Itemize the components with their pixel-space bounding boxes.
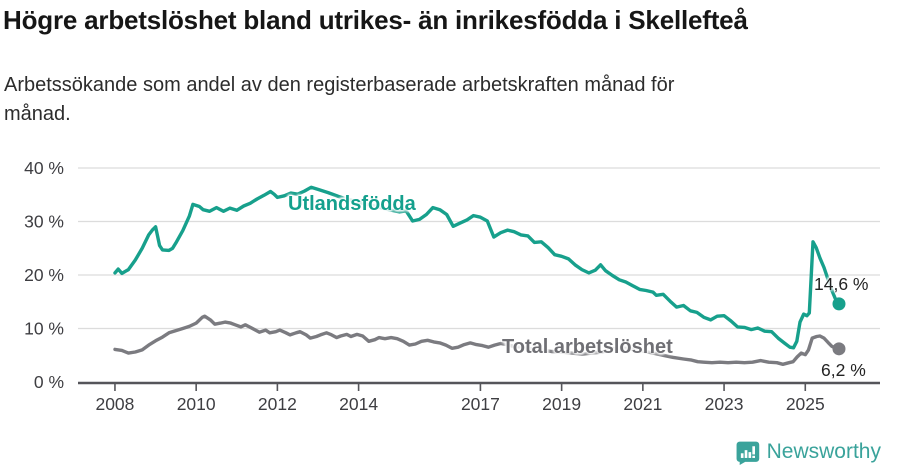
x-axis-tick-label: 2017 [461, 394, 500, 414]
x-axis-tick-label: 2023 [705, 394, 744, 414]
y-axis-tick-label: 40 % [24, 158, 64, 178]
end-value-label-total: 6,2 % [821, 360, 866, 380]
chart-subtitle-line1: Arbetssökande som andel av den registerb… [4, 74, 675, 96]
series-line-utlandsfodda [113, 185, 841, 350]
y-axis-tick-label: 20 % [24, 265, 64, 285]
series-label-utlandsfodda: Utlandsfödda [288, 193, 416, 215]
page-title: Högre arbetslöshet bland utrikes- än inr… [3, 5, 748, 35]
x-axis-tick-label: 2014 [339, 394, 378, 414]
y-axis-tick-label: 30 % [24, 212, 64, 232]
chart-subtitle: Arbetssökande som andel av den registerb… [4, 71, 864, 129]
y-axis-tick-label: 10 % [24, 319, 64, 339]
newsworthy-logo-icon [736, 441, 759, 465]
series-label-total: Total arbetslöshet [502, 336, 673, 358]
x-axis-tick-label: 2025 [786, 394, 825, 414]
x-axis-tick-label: 2010 [177, 394, 216, 414]
chart-subtitle-line2: månad. [4, 103, 71, 125]
end-value-label-utlandsfodda: 14,6 % [814, 274, 869, 294]
newsworthy-logo-text: Newsworthy [766, 440, 881, 463]
x-axis-tick-label: 2021 [623, 394, 662, 414]
series-line-total [113, 314, 841, 366]
series-end-dot-total [832, 342, 846, 356]
x-axis-tick-label: 2012 [258, 394, 297, 414]
x-axis-tick-label: 2019 [542, 394, 581, 414]
x-axis-tick-label: 2008 [95, 394, 134, 414]
series-end-dot-utlandsfodda [832, 297, 846, 311]
y-axis-tick-label: 0 % [34, 372, 64, 392]
newsworthy-branding: Newsworthy [735, 437, 881, 467]
